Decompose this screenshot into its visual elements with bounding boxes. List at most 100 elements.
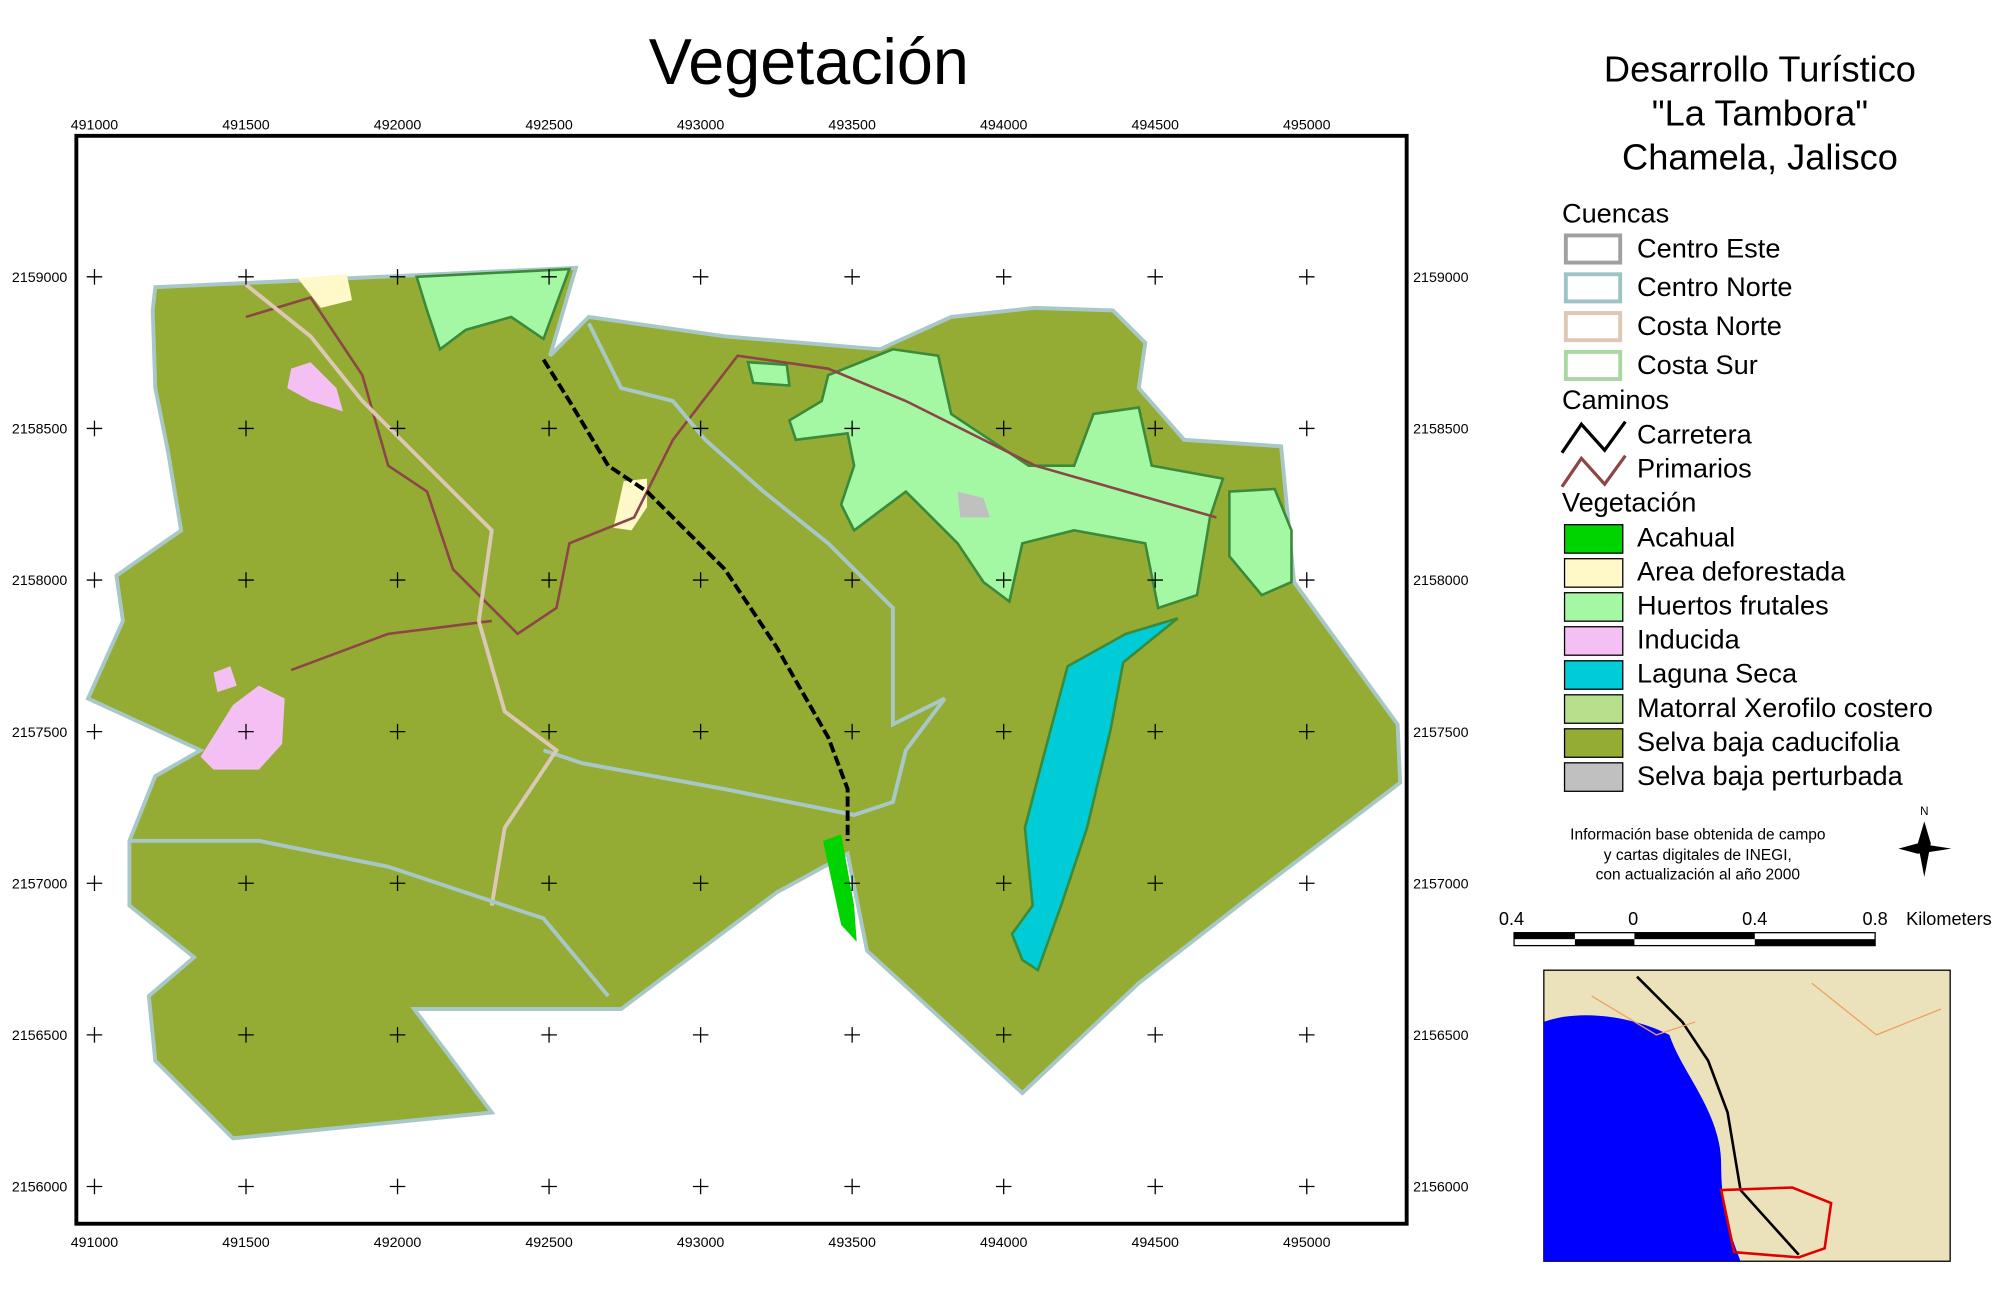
legend-label: Carretera	[1637, 419, 1753, 450]
grid-cross	[541, 572, 557, 588]
centro-norte	[542, 322, 947, 817]
scale-unit: Kilometers	[1906, 909, 1992, 929]
y-tick-label: 2157000	[1413, 876, 1468, 892]
huertos	[414, 267, 572, 352]
scale-label: 0.8	[1863, 909, 1888, 929]
grid-cross	[389, 1027, 406, 1043]
carretera	[541, 358, 850, 841]
inset-map	[1543, 969, 1951, 1262]
scale-label: 0.4	[1499, 909, 1524, 929]
grid-cross	[541, 1027, 557, 1043]
grid-cross	[844, 723, 860, 740]
legend-label: Selva baja caducifolia	[1637, 726, 1901, 757]
y-tick-label: 2159000	[12, 270, 67, 286]
grid-cross	[86, 723, 103, 740]
x-tick-label: 495000	[1283, 117, 1331, 133]
legend-label: Inducida	[1637, 624, 1741, 655]
header-line: Chamela, Jalisco	[1622, 136, 1898, 177]
grid-cross	[995, 875, 1012, 892]
scale-label: 0	[1628, 909, 1638, 929]
grid-cross	[86, 269, 103, 285]
legend-label: Matorral Xerofilo costero	[1637, 692, 1933, 723]
grid-cross	[238, 875, 254, 892]
x-tick-label: 492000	[374, 117, 422, 133]
grid-cross	[389, 572, 406, 588]
grid-cross	[1147, 420, 1163, 437]
grid-cross	[995, 572, 1012, 588]
grid-cross	[692, 723, 709, 740]
grid-cross	[844, 572, 860, 588]
grid-cross	[844, 1178, 860, 1195]
grid-cross	[692, 572, 709, 588]
legend-group-title: Cuencas	[1562, 198, 1669, 229]
grid-cross	[844, 420, 860, 437]
y-tick-label: 2158500	[1413, 422, 1468, 438]
grid-cross	[389, 723, 406, 740]
grid-cross	[238, 572, 254, 588]
grid-cross	[541, 723, 557, 740]
grid-cross	[844, 269, 860, 285]
grid-cross	[1298, 420, 1315, 437]
grid-cross	[1147, 723, 1163, 740]
legend-swatch	[1563, 311, 1623, 343]
grid-cross	[389, 420, 406, 437]
grid-cross	[692, 1027, 709, 1043]
deforestada	[613, 478, 648, 531]
grid-cross	[692, 269, 709, 285]
x-tick-label: 494000	[980, 117, 1028, 133]
legend-label: Laguna Seca	[1637, 658, 1798, 689]
grid-cross	[389, 875, 406, 892]
grid-cross	[541, 269, 557, 285]
grid-cross	[238, 420, 254, 437]
grid-cross	[1298, 572, 1315, 588]
x-tick-label: 493500	[828, 117, 876, 133]
grid-cross	[541, 875, 557, 892]
grid-cross	[1147, 875, 1163, 892]
grid-cross	[238, 1027, 254, 1043]
legend-swatch	[1563, 762, 1624, 792]
legend-group-title: Caminos	[1562, 384, 1669, 415]
x-tick-label: 491500	[222, 117, 270, 133]
y-tick-label: 2157500	[1413, 725, 1468, 741]
grid-cross	[844, 1027, 860, 1043]
grid-cross	[1298, 269, 1315, 285]
legend-label: Costa Norte	[1637, 310, 1782, 341]
legend-swatch	[1560, 420, 1627, 454]
legend-swatch	[1563, 694, 1624, 724]
y-tick-label: 2159000	[1413, 270, 1468, 286]
y-tick-label: 2156000	[1413, 1180, 1468, 1196]
grid-cross	[1147, 269, 1163, 285]
grid-cross	[541, 420, 557, 437]
legend-label: Selva baja perturbada	[1637, 760, 1904, 791]
legend-label: Area deforestada	[1637, 556, 1846, 587]
grid-cross	[692, 420, 709, 437]
y-tick-label: 2158000	[12, 573, 67, 589]
grid-cross	[86, 875, 103, 892]
grid-cross	[86, 1178, 103, 1195]
grid-cross	[1147, 1027, 1163, 1043]
grid-cross	[1147, 1178, 1163, 1195]
x-tick-label: 493000	[677, 117, 725, 133]
deforestada	[297, 274, 352, 308]
huertos	[787, 347, 1225, 610]
x-tick-label: 494500	[1131, 1235, 1179, 1251]
legend-label: Costa Sur	[1637, 349, 1758, 380]
x-tick-label: 492000	[374, 1235, 422, 1251]
header-line: Desarrollo Turístico	[1604, 49, 1916, 90]
legend-swatch	[1563, 558, 1624, 588]
primario	[290, 619, 492, 672]
grid-cross	[86, 572, 103, 588]
grid-cross	[692, 1178, 709, 1195]
y-tick-label: 2158000	[1413, 573, 1468, 589]
grid-cross	[238, 269, 254, 285]
x-tick-label: 492500	[525, 1235, 573, 1251]
legend-swatch	[1563, 592, 1624, 622]
legend-swatch	[1560, 454, 1627, 488]
x-tick-label: 494500	[1131, 117, 1179, 133]
x-tick-label: 493500	[828, 1235, 876, 1251]
legend-label: Centro Este	[1637, 232, 1780, 263]
y-tick-label: 2156500	[12, 1028, 67, 1044]
grid-cross	[1298, 723, 1315, 740]
costa-norte	[244, 283, 560, 906]
